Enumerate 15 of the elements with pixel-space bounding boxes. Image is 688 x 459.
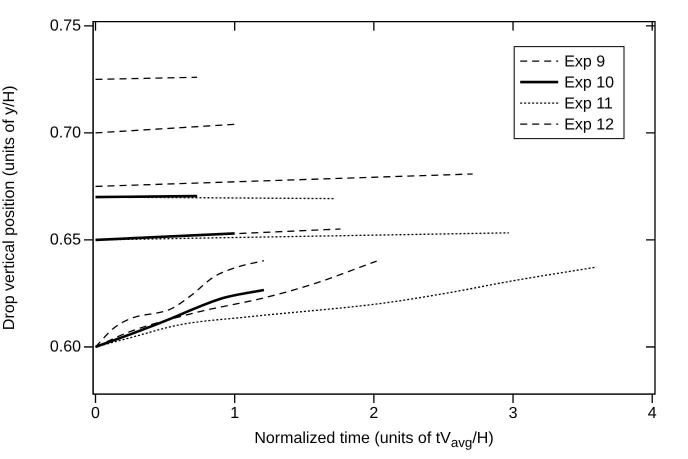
y-tick-label: 0.70	[50, 124, 82, 142]
y-tick-label: 0.65	[50, 231, 82, 248]
x-tick-label: 3	[508, 405, 518, 422]
legend-label: Exp 10	[564, 74, 614, 92]
x-tick-label: 4	[648, 405, 657, 422]
x-tick-label: 2	[369, 405, 378, 422]
y-tick-label: 0.60	[50, 338, 82, 356]
y-tick-label: 0.75	[50, 17, 82, 34]
legend-label: Exp 12	[564, 116, 614, 134]
x-tick-label: 0	[91, 405, 100, 422]
x-tick-label: 1	[230, 405, 240, 422]
legend-label: Exp 9	[564, 54, 606, 71]
legend-label: Exp 11	[564, 96, 613, 113]
x-axis-title: Normalized time (units of tV$_{avg}$/H)	[253, 430, 495, 450]
y-axis-title: Drop vertical position (units of y/H)	[1, 86, 18, 330]
